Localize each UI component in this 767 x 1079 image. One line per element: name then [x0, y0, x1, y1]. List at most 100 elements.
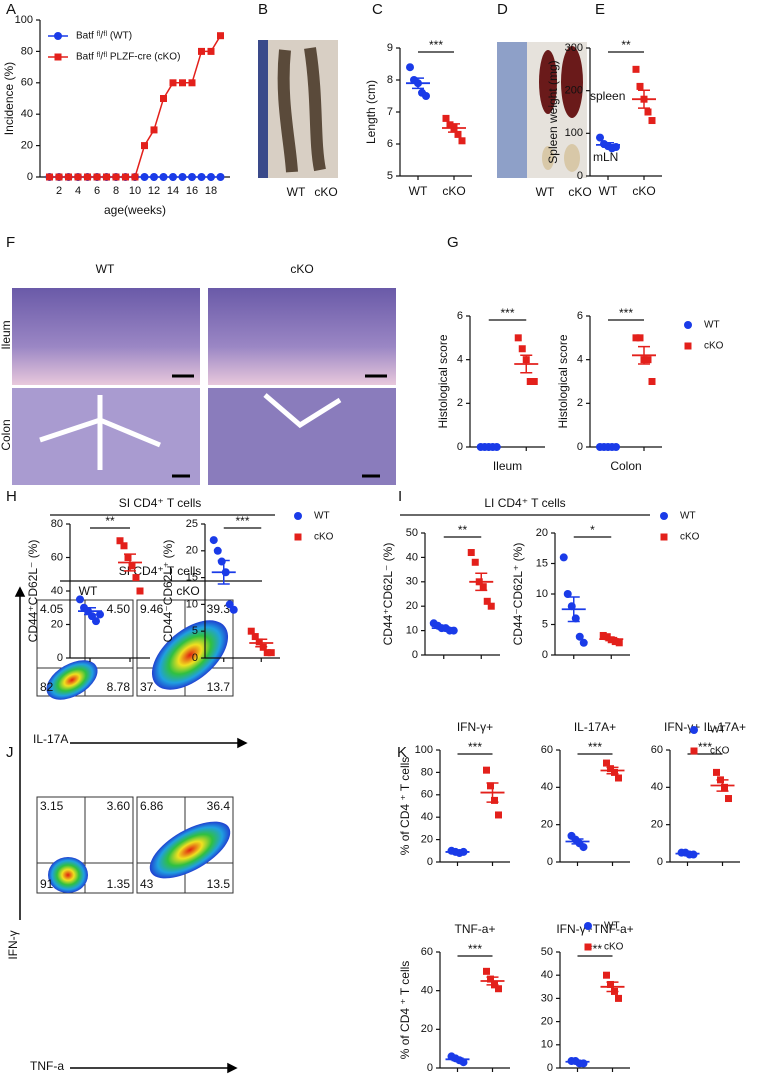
data-point	[46, 173, 53, 181]
data-point	[579, 638, 588, 647]
y-tick-label: 30	[541, 992, 553, 1004]
x-tick-label: WT	[599, 184, 618, 198]
y-axis-label: CD44⁻CD62L⁺ (%)	[161, 540, 175, 643]
y-tick-label: 0	[547, 1062, 553, 1074]
axis-label: IFN-γ	[6, 930, 20, 959]
sem-bar	[217, 559, 230, 585]
data-point	[483, 597, 491, 605]
legend-label: Batf ᶠˡ/ᶠˡ (WT)	[76, 31, 132, 42]
data-point	[197, 173, 206, 181]
significance: ***	[500, 306, 514, 320]
data-point	[76, 595, 84, 604]
legend-label: WT	[710, 725, 726, 736]
data-point	[644, 356, 652, 364]
y-tick-label: 2	[457, 397, 463, 409]
y-tick-label: 0	[457, 441, 463, 453]
data-point	[251, 633, 259, 641]
histology-wt-ileum	[12, 288, 200, 385]
data-point	[599, 631, 607, 639]
data-point	[644, 108, 652, 116]
quadrant-value: 4.05	[40, 602, 64, 616]
data-point	[514, 334, 522, 342]
sem-bar	[716, 779, 729, 792]
panel-label: J	[6, 744, 14, 761]
data-point	[255, 638, 263, 646]
data-point	[188, 173, 196, 181]
data-point	[442, 114, 450, 122]
ruler	[258, 40, 268, 178]
x-tick-label: 4	[75, 185, 81, 197]
legend-marker	[294, 512, 302, 520]
data-point	[198, 47, 205, 55]
x-axis-label: Ileum	[493, 459, 522, 473]
data-point	[487, 782, 494, 790]
legend-marker	[690, 726, 698, 734]
legend-label: Batf ᶠˡ/ᶠˡ PLZF-cre (cKO)	[76, 52, 180, 63]
y-tick-label: 40	[51, 585, 63, 597]
legend-marker	[660, 533, 668, 541]
y-tick-label: 6	[577, 310, 583, 322]
data-point	[483, 967, 490, 975]
column-label: WT	[96, 262, 115, 276]
data-point	[495, 985, 502, 993]
lumen	[263, 393, 342, 429]
data-point	[603, 633, 611, 641]
data-point	[615, 639, 623, 647]
data-point	[579, 843, 588, 852]
data-point	[209, 536, 218, 545]
y-tick-label: 80	[51, 518, 63, 530]
legend-label: WT	[314, 511, 330, 522]
y-tick-label: 10	[406, 625, 418, 637]
histology-cko-colon	[208, 388, 396, 485]
y-axis-label: Spleen weight (mg)	[546, 60, 560, 163]
sem-bar	[486, 782, 499, 803]
sem-bar	[638, 345, 650, 365]
y-tick-label: 0	[427, 1062, 433, 1074]
quadrant-value: 82	[40, 680, 54, 694]
sem-bar	[605, 636, 618, 642]
y-axis-label: CD44⁺CD62L⁻ (%)	[26, 540, 40, 643]
data-point	[103, 173, 110, 181]
x-tick-label: 12	[148, 185, 160, 197]
data-point	[713, 768, 720, 776]
data-point	[648, 378, 656, 385]
data-point	[217, 32, 224, 40]
legend-label: cKO	[314, 532, 334, 543]
panel-label: A	[6, 1, 16, 18]
data-point	[530, 378, 538, 385]
flow-density	[46, 620, 231, 893]
data-point	[229, 605, 238, 614]
axis-label: TNF-a	[30, 1059, 64, 1073]
quadrant-value: 91	[40, 877, 54, 891]
y-tick-label: 5	[192, 625, 198, 637]
data-point	[150, 173, 158, 181]
y-tick-label: 0	[427, 856, 433, 868]
y-tick-label: 0	[57, 652, 63, 664]
y-tick-label: 60	[541, 744, 553, 756]
column-label: cKO	[176, 584, 199, 598]
x-tick-label: 16	[186, 185, 198, 197]
significance: *	[590, 523, 595, 537]
data-point	[128, 562, 136, 570]
y-axis-label: Length (cm)	[364, 80, 378, 144]
quadrant-value: 43	[140, 877, 154, 891]
histology-wt-colon	[12, 388, 200, 485]
significance: **	[621, 38, 631, 52]
sem-bar	[571, 838, 584, 845]
data-point	[575, 632, 584, 641]
data-point	[471, 558, 479, 566]
y-tick-label: 50	[541, 946, 553, 958]
sem-bar	[437, 626, 450, 631]
x-tick-label: 18	[205, 185, 217, 197]
data-point	[267, 649, 275, 657]
legend-marker	[584, 922, 592, 930]
data-point	[116, 537, 124, 545]
data-point	[207, 173, 215, 181]
panel-label: K	[397, 744, 407, 761]
data-point	[120, 542, 128, 550]
y-tick-label: 20	[421, 834, 433, 846]
legend-marker	[54, 32, 62, 40]
data-point	[487, 975, 494, 983]
y-tick-label: 100	[15, 14, 33, 26]
sem-bar	[567, 596, 580, 623]
